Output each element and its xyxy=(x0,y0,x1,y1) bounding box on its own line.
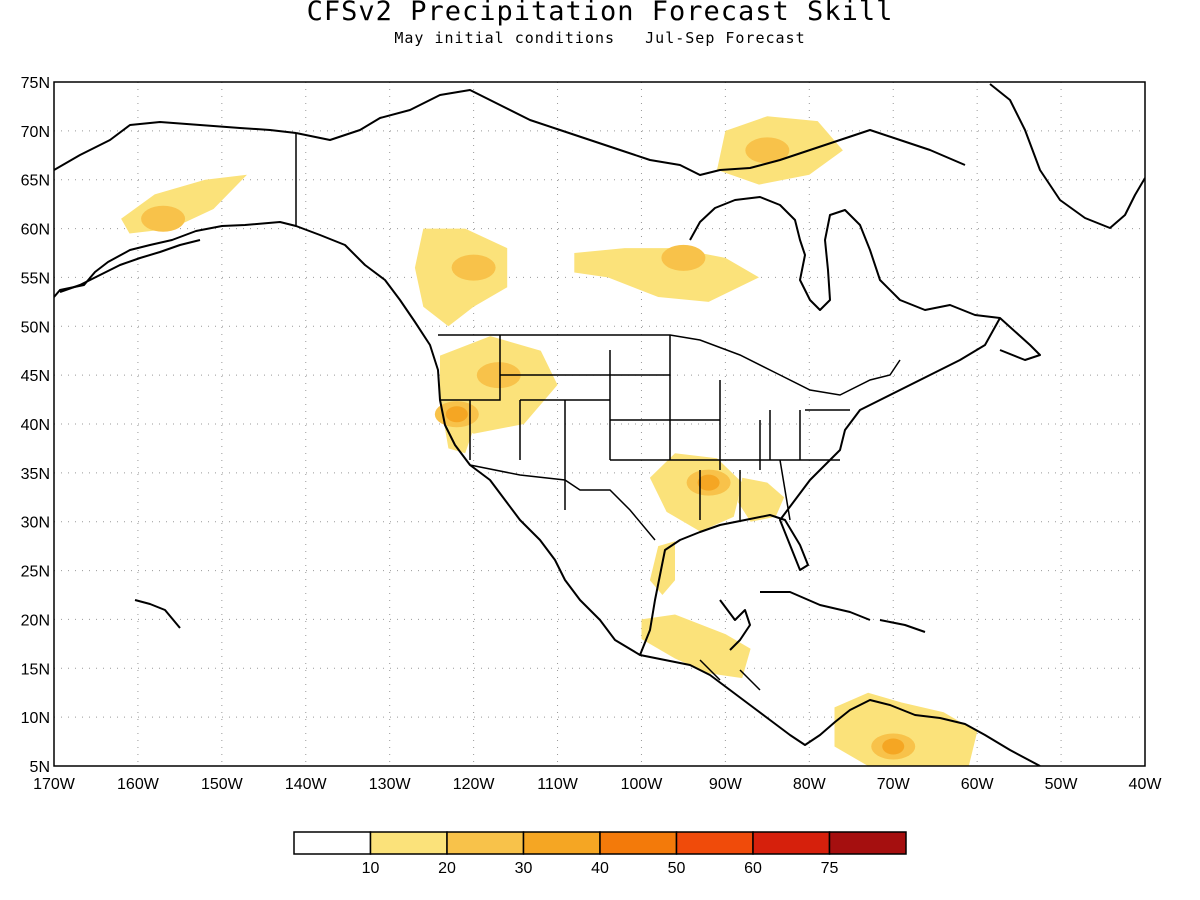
skill-region-northern-canada xyxy=(574,248,759,302)
map-title: CFSv2 Precipitation Forecast Skill xyxy=(306,0,894,27)
colorbar-label: 20 xyxy=(438,860,456,877)
map-subtitle: May initial conditions Jul-Sep Forecast xyxy=(394,29,806,47)
colorbar-label: 75 xyxy=(821,860,839,877)
coastlines xyxy=(54,83,1145,766)
lon-tick-label: 40W xyxy=(1129,776,1163,793)
lat-tick-label: 45N xyxy=(21,368,50,385)
colorbar-swatch xyxy=(675,831,754,855)
skill-core-sw-canada xyxy=(451,254,496,281)
colorbar-label: 30 xyxy=(515,860,533,877)
skill-region-southeast-us xyxy=(738,477,785,522)
colorbar-swatch xyxy=(599,831,678,855)
lon-tick-label: 110W xyxy=(537,776,579,793)
skill-region-gulf-mexico xyxy=(649,541,675,595)
yucatan-coast xyxy=(719,599,751,651)
arctic-coast xyxy=(295,89,966,176)
central-america-borders xyxy=(699,659,761,691)
skill-core-northwest-us xyxy=(476,362,521,389)
skill-peak-south-central-us xyxy=(697,474,720,491)
lat-tick-label: 55N xyxy=(21,270,50,287)
lat-tick-label: 50N xyxy=(21,319,50,336)
alaska-peninsula xyxy=(59,239,201,293)
skill-peak-california xyxy=(445,406,468,423)
lon-tick-label: 100W xyxy=(621,776,664,793)
map-frame xyxy=(53,81,1146,767)
colorbar-label: 10 xyxy=(362,860,380,877)
lat-tick-label: 25N xyxy=(21,564,50,581)
lat-tick-label: 75N xyxy=(21,75,50,92)
north-america-coastline xyxy=(54,221,1041,766)
hudson-bay xyxy=(689,196,1001,319)
us-state-borders xyxy=(440,335,850,521)
lon-tick-label: 170W xyxy=(33,776,76,793)
colorbar-swatch xyxy=(446,831,525,855)
colorbar-swatch xyxy=(828,831,907,855)
colorbar: 10 20 30 40 50 60 75 xyxy=(293,831,907,877)
skill-peak-venezuela xyxy=(882,738,905,755)
lat-tick-label: 15N xyxy=(21,661,50,678)
lon-tick-label: 70W xyxy=(877,776,911,793)
political-borders xyxy=(295,133,901,691)
colorbar-swatch xyxy=(369,831,448,855)
skill-region-central-america xyxy=(641,614,751,679)
longitude-labels: 170W 160W 150W 140W 130W 120W 110W 100W 90W 80W 70… xyxy=(33,776,1162,793)
lat-tick-label: 40N xyxy=(21,417,50,434)
lon-tick-label: 60W xyxy=(961,776,995,793)
latitude-labels: 5N 10N 15N 20N 25N 30N 35N 40N 45N 50N 55N 60N 65N 70… xyxy=(21,75,50,776)
lat-tick-label: 65N xyxy=(21,173,50,190)
cuba xyxy=(760,591,871,621)
lat-tick-label: 70N xyxy=(21,124,50,141)
lon-tick-label: 90W xyxy=(709,776,743,793)
hispaniola xyxy=(879,619,926,633)
lon-tick-label: 50W xyxy=(1045,776,1079,793)
lon-tick-label: 150W xyxy=(201,776,244,793)
colorbar-swatch xyxy=(293,831,372,855)
colorbar-swatch xyxy=(752,831,831,855)
skill-core-northern-canada xyxy=(661,244,706,271)
greenland-coast xyxy=(989,83,1145,229)
lat-tick-label: 60N xyxy=(21,222,50,239)
us-mexico-border xyxy=(469,464,656,541)
lat-tick-label: 5N xyxy=(30,759,50,776)
colorbar-label: 60 xyxy=(744,860,762,877)
skill-core-alaska xyxy=(141,205,186,232)
lon-tick-label: 160W xyxy=(117,776,160,793)
lon-tick-label: 120W xyxy=(453,776,496,793)
gulf-coast xyxy=(639,317,1041,656)
lat-tick-label: 20N xyxy=(21,612,50,629)
colorbar-swatch xyxy=(522,831,601,855)
lat-tick-label: 10N xyxy=(21,710,50,727)
lat-tick-label: 30N xyxy=(21,515,50,532)
lon-tick-label: 140W xyxy=(285,776,328,793)
lat-tick-label: 35N xyxy=(21,466,50,483)
skill-core-arctic xyxy=(745,137,790,164)
skill-region-venezuela xyxy=(834,692,978,766)
colorbar-label: 40 xyxy=(591,860,609,877)
hawaii xyxy=(134,599,181,629)
colorbar-label: 50 xyxy=(668,860,686,877)
alaska-coast xyxy=(54,121,297,171)
skill-region-alaska xyxy=(121,174,247,234)
lon-tick-label: 130W xyxy=(369,776,412,793)
us-canada-border xyxy=(438,334,901,396)
lon-tick-label: 80W xyxy=(793,776,827,793)
